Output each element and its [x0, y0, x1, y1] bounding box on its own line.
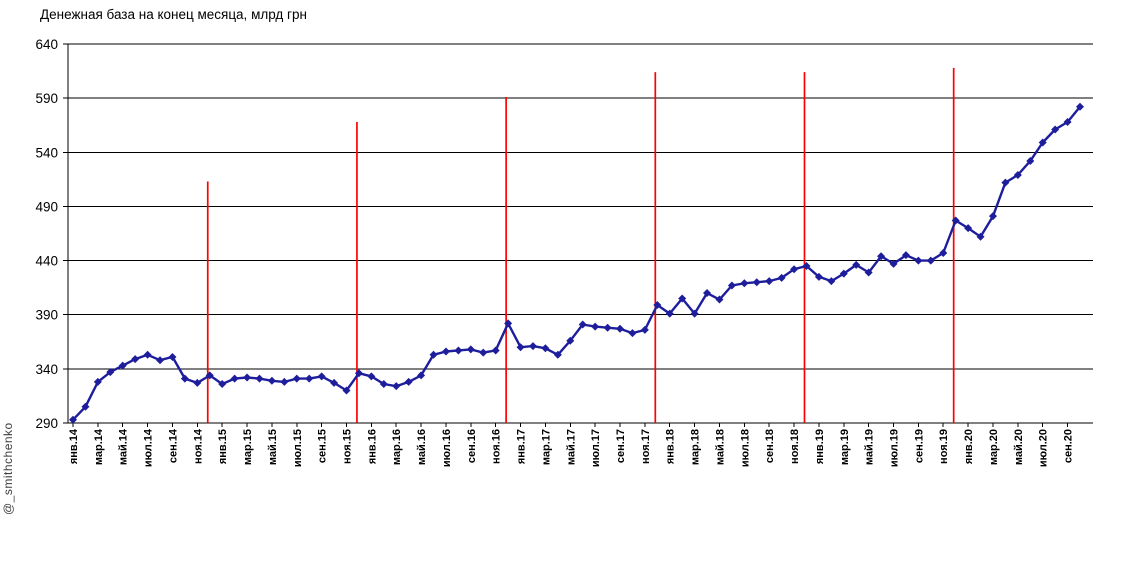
gridlines [68, 43, 1093, 370]
svg-text:сен.18: сен.18 [764, 429, 776, 463]
svg-text:ноя.15: ноя.15 [342, 429, 354, 464]
svg-text:мар.14: мар.14 [93, 428, 105, 465]
series-markers [69, 102, 1084, 424]
monetary-base-line-chart: 290 340 390 440 490 540 590 640 янв.14 мар.14 май.… [35, 37, 1093, 467]
svg-text:сен.17: сен.17 [615, 429, 627, 463]
svg-text:290: 290 [35, 416, 58, 431]
svg-text:июл.18: июл.18 [739, 429, 751, 467]
svg-text:июл.20: июл.20 [1038, 429, 1050, 467]
svg-text:590: 590 [35, 91, 58, 106]
svg-text:мар.20: мар.20 [988, 429, 1000, 465]
svg-text:янв.19: янв.19 [814, 429, 826, 464]
svg-text:мар.16: мар.16 [391, 429, 403, 465]
svg-text:янв.14: янв.14 [68, 428, 80, 464]
svg-text:390: 390 [35, 308, 58, 323]
svg-text:ноя.17: ноя.17 [640, 429, 652, 464]
svg-text:сен.16: сен.16 [466, 429, 478, 463]
x-axis-labels: янв.14 мар.14 май.14 июл.14 сен.14 ноя.14 янв.… [68, 428, 1075, 467]
svg-text:мар.19: мар.19 [839, 429, 851, 465]
chart-title: Денежная база на конец месяца, млрд грн [40, 7, 307, 22]
svg-text:540: 540 [35, 145, 58, 160]
svg-text:ноя.16: ноя.16 [491, 429, 503, 464]
svg-text:янв.16: янв.16 [366, 429, 378, 464]
svg-text:сен.19: сен.19 [913, 429, 925, 463]
svg-text:июл.19: июл.19 [889, 429, 901, 467]
svg-text:сен.14: сен.14 [167, 428, 179, 463]
svg-text:июл.16: июл.16 [441, 429, 453, 467]
svg-text:440: 440 [35, 254, 58, 269]
caption-poroshenko: Президент Порошенко: +86 млрд за 5 лет [22, 557, 329, 564]
svg-text:сен.15: сен.15 [317, 429, 329, 463]
svg-text:май.17: май.17 [565, 429, 577, 465]
svg-text:мар.17: мар.17 [540, 429, 552, 465]
svg-text:340: 340 [35, 362, 58, 377]
svg-text:янв.17: янв.17 [516, 429, 528, 464]
svg-text:май.14: май.14 [118, 428, 130, 465]
svg-text:май.18: май.18 [714, 429, 726, 465]
svg-text:мар.15: мар.15 [242, 429, 254, 465]
svg-text:сен.20: сен.20 [1063, 429, 1075, 463]
svg-text:640: 640 [35, 37, 58, 52]
svg-text:мар.18: мар.18 [690, 429, 702, 465]
svg-text:янв.15: янв.15 [217, 429, 229, 464]
svg-text:май.16: май.16 [416, 429, 428, 465]
y-axis-labels: 290 340 390 440 490 540 590 640 [35, 37, 58, 431]
svg-text:июл.14: июл.14 [143, 428, 155, 467]
series-line [72, 106, 1081, 421]
svg-text:май.19: май.19 [864, 429, 876, 465]
svg-text:ноя.18: ноя.18 [789, 429, 801, 464]
svg-text:июл.17: июл.17 [590, 429, 602, 467]
svg-text:май.15: май.15 [267, 429, 279, 465]
svg-text:июл.15: июл.15 [292, 429, 304, 467]
svg-text:май.20: май.20 [1013, 429, 1025, 465]
svg-text:ноя.14: ноя.14 [192, 428, 204, 464]
svg-text:490: 490 [35, 199, 58, 214]
axes [63, 43, 1093, 427]
svg-text:янв.20: янв.20 [963, 429, 975, 464]
svg-text:янв.18: янв.18 [665, 429, 677, 464]
year-marker-lines [206, 67, 955, 423]
president-captions: Президент Порошенко: +86 млрд за 5 лет П… [22, 505, 329, 564]
svg-text:ноя.19: ноя.19 [938, 429, 950, 464]
